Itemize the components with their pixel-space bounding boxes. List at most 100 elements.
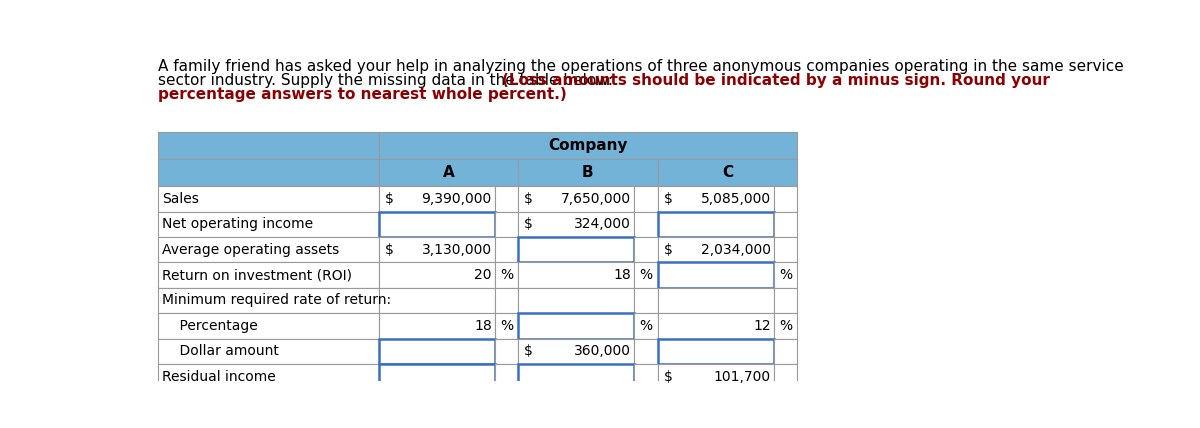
Bar bbox=[157, 288, 379, 313]
Bar bbox=[658, 159, 797, 186]
Bar bbox=[379, 262, 494, 288]
Bar bbox=[157, 186, 379, 211]
Bar bbox=[157, 211, 379, 237]
Text: 3,130,000: 3,130,000 bbox=[421, 243, 492, 257]
Bar bbox=[658, 364, 774, 389]
Bar bbox=[635, 313, 658, 339]
Bar bbox=[494, 211, 518, 237]
Bar bbox=[494, 364, 518, 389]
Text: %: % bbox=[500, 319, 514, 333]
Bar bbox=[518, 186, 635, 211]
Bar bbox=[658, 339, 774, 364]
Text: %: % bbox=[640, 268, 653, 282]
Bar bbox=[379, 159, 518, 186]
Bar bbox=[379, 364, 494, 389]
Bar bbox=[658, 237, 774, 262]
Bar bbox=[379, 288, 494, 313]
Bar bbox=[518, 288, 635, 313]
Bar bbox=[157, 237, 379, 262]
Text: Net operating income: Net operating income bbox=[162, 217, 313, 231]
Text: Sales: Sales bbox=[162, 192, 199, 206]
Bar bbox=[379, 186, 494, 211]
Bar bbox=[518, 262, 635, 288]
Text: 7,650,000: 7,650,000 bbox=[562, 192, 631, 206]
Text: %: % bbox=[640, 319, 653, 333]
Text: $: $ bbox=[385, 243, 394, 257]
Bar bbox=[635, 237, 658, 262]
Text: C: C bbox=[722, 165, 733, 180]
Text: 18: 18 bbox=[474, 319, 492, 333]
Bar bbox=[635, 186, 658, 211]
Bar bbox=[635, 364, 658, 389]
Text: 9,390,000: 9,390,000 bbox=[421, 192, 492, 206]
Text: Return on investment (ROI): Return on investment (ROI) bbox=[162, 268, 353, 282]
Bar bbox=[518, 339, 635, 364]
Text: Company: Company bbox=[548, 138, 628, 153]
Text: 5,085,000: 5,085,000 bbox=[701, 192, 770, 206]
Text: (Loss amounts should be indicated by a minus sign. Round your: (Loss amounts should be indicated by a m… bbox=[502, 73, 1050, 88]
Bar bbox=[635, 262, 658, 288]
Bar bbox=[379, 339, 494, 364]
Bar bbox=[157, 364, 379, 389]
Text: Residual income: Residual income bbox=[162, 370, 276, 383]
Text: Dollar amount: Dollar amount bbox=[162, 344, 280, 358]
Bar bbox=[774, 211, 797, 237]
Bar bbox=[774, 364, 797, 389]
Bar bbox=[774, 313, 797, 339]
Bar bbox=[157, 339, 379, 364]
Bar bbox=[774, 339, 797, 364]
Bar bbox=[518, 313, 635, 339]
Text: A: A bbox=[443, 165, 455, 180]
Bar bbox=[518, 364, 635, 389]
Bar bbox=[157, 132, 379, 159]
Text: $: $ bbox=[664, 192, 673, 206]
Bar bbox=[157, 262, 379, 288]
Bar bbox=[157, 313, 379, 339]
Text: $: $ bbox=[524, 217, 533, 231]
Bar bbox=[658, 313, 774, 339]
Bar bbox=[379, 211, 494, 237]
Bar bbox=[379, 132, 797, 159]
Text: 2,034,000: 2,034,000 bbox=[701, 243, 770, 257]
Bar bbox=[494, 313, 518, 339]
Text: B: B bbox=[582, 165, 594, 180]
Bar bbox=[518, 211, 635, 237]
Bar bbox=[494, 237, 518, 262]
Bar bbox=[494, 339, 518, 364]
Text: 18: 18 bbox=[613, 268, 631, 282]
Bar bbox=[635, 211, 658, 237]
Bar bbox=[494, 288, 518, 313]
Bar bbox=[774, 186, 797, 211]
Text: 20: 20 bbox=[474, 268, 492, 282]
Text: A family friend has asked your help in analyzing the operations of three anonymo: A family friend has asked your help in a… bbox=[157, 59, 1123, 74]
Text: 12: 12 bbox=[754, 319, 770, 333]
Bar bbox=[658, 186, 774, 211]
Text: $: $ bbox=[664, 370, 673, 383]
Text: 101,700: 101,700 bbox=[714, 370, 770, 383]
Text: $: $ bbox=[524, 192, 533, 206]
Text: %: % bbox=[500, 268, 514, 282]
Bar bbox=[518, 159, 658, 186]
Bar bbox=[658, 211, 774, 237]
Bar bbox=[379, 237, 494, 262]
Bar bbox=[658, 288, 774, 313]
Text: percentage answers to nearest whole percent.): percentage answers to nearest whole perc… bbox=[157, 87, 566, 102]
Text: 360,000: 360,000 bbox=[575, 344, 631, 358]
Bar bbox=[774, 237, 797, 262]
Bar bbox=[518, 237, 635, 262]
Text: $: $ bbox=[664, 243, 673, 257]
Bar bbox=[494, 262, 518, 288]
Bar bbox=[774, 262, 797, 288]
Bar bbox=[774, 288, 797, 313]
Bar bbox=[635, 288, 658, 313]
Bar bbox=[658, 262, 774, 288]
Text: 324,000: 324,000 bbox=[575, 217, 631, 231]
Bar bbox=[635, 339, 658, 364]
Bar bbox=[494, 186, 518, 211]
Bar bbox=[379, 313, 494, 339]
Text: $: $ bbox=[524, 344, 533, 358]
Text: Percentage: Percentage bbox=[162, 319, 258, 333]
Text: $: $ bbox=[385, 192, 394, 206]
Text: %: % bbox=[779, 319, 792, 333]
Bar bbox=[157, 159, 379, 186]
